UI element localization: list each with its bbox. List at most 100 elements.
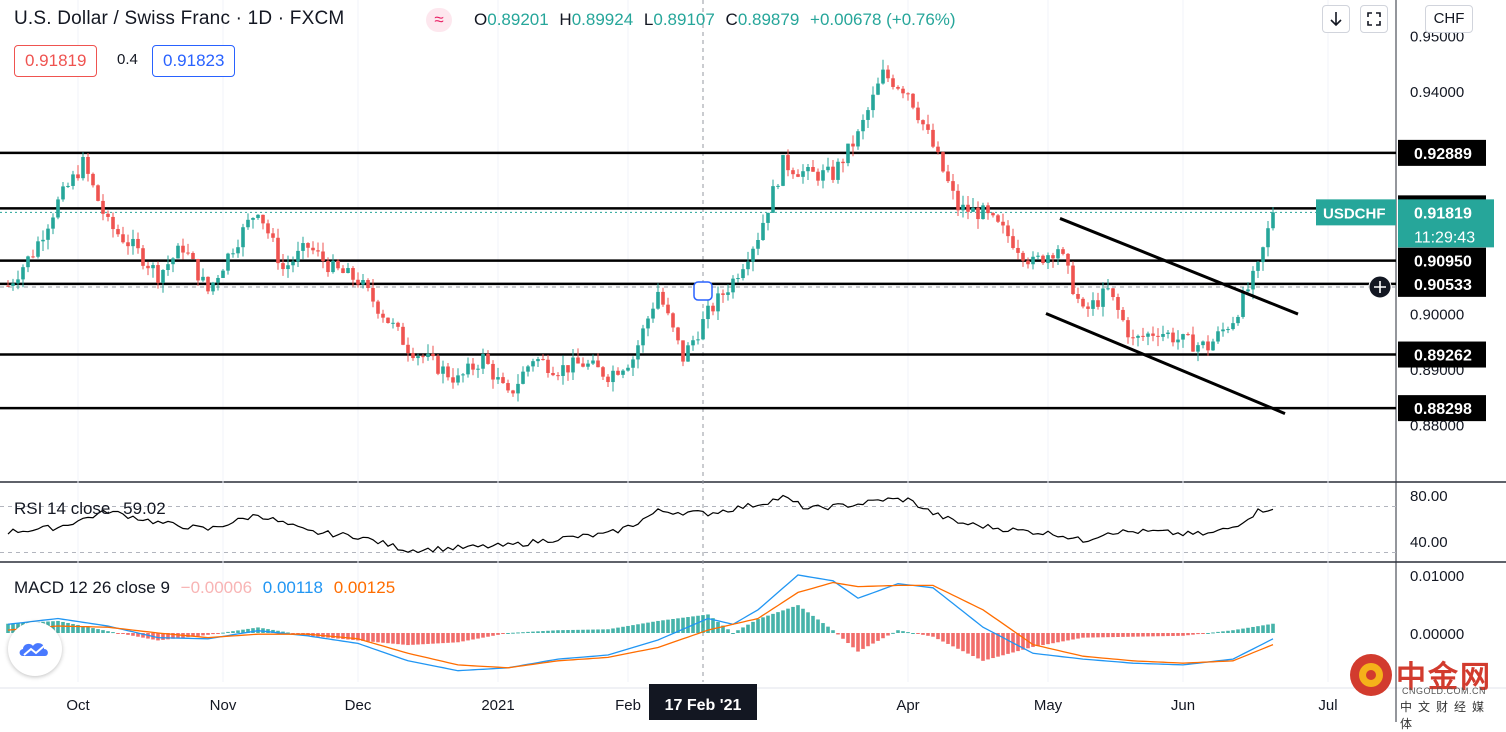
candle[interactable] <box>1101 282 1105 317</box>
candle[interactable] <box>1216 326 1220 344</box>
candle[interactable] <box>481 348 485 374</box>
candle[interactable] <box>656 283 660 310</box>
fullscreen-button[interactable] <box>1360 5 1388 33</box>
candle[interactable] <box>231 248 235 258</box>
candle[interactable] <box>616 367 620 376</box>
candle[interactable] <box>871 86 875 118</box>
candle[interactable] <box>361 274 365 289</box>
candle[interactable] <box>1171 327 1175 347</box>
candle[interactable] <box>76 165 80 181</box>
candle[interactable] <box>1076 287 1080 304</box>
candle[interactable] <box>351 266 355 287</box>
candle[interactable] <box>261 214 265 230</box>
candle[interactable] <box>56 196 60 220</box>
candle[interactable] <box>181 238 185 260</box>
candle[interactable] <box>126 234 130 255</box>
candle[interactable] <box>206 276 210 295</box>
candle[interactable] <box>516 374 520 402</box>
candle[interactable] <box>521 366 525 385</box>
candle[interactable] <box>1226 326 1230 334</box>
candle[interactable] <box>766 212 770 231</box>
candle[interactable] <box>1256 260 1260 278</box>
candle[interactable] <box>561 355 565 385</box>
candle[interactable] <box>891 74 895 90</box>
candle[interactable] <box>841 158 845 173</box>
candle[interactable] <box>1146 331 1150 346</box>
candle[interactable] <box>706 297 710 329</box>
buy-button[interactable]: 0.91823 <box>152 45 236 77</box>
candle[interactable] <box>531 358 535 372</box>
crosshair-marker[interactable] <box>693 281 713 301</box>
candle[interactable] <box>81 152 85 181</box>
candle[interactable] <box>581 357 585 368</box>
candle[interactable] <box>456 368 460 386</box>
candle[interactable] <box>451 368 455 389</box>
candle[interactable] <box>371 279 375 308</box>
candle[interactable] <box>1096 292 1100 310</box>
candle[interactable] <box>696 331 700 345</box>
candle[interactable] <box>426 344 430 361</box>
candle[interactable] <box>241 223 245 257</box>
candle[interactable] <box>1181 333 1185 348</box>
candle[interactable] <box>396 321 400 331</box>
candle[interactable] <box>691 335 695 351</box>
candle[interactable] <box>676 326 680 345</box>
candle[interactable] <box>306 242 310 258</box>
candle[interactable] <box>1156 328 1160 347</box>
candle[interactable] <box>966 196 970 220</box>
candle[interactable] <box>1246 282 1250 295</box>
candle[interactable] <box>1191 326 1195 352</box>
candle[interactable] <box>861 114 865 140</box>
candle[interactable] <box>146 261 150 276</box>
candle[interactable] <box>866 107 870 129</box>
candle[interactable] <box>266 219 270 239</box>
candle[interactable] <box>636 340 640 369</box>
candle[interactable] <box>1121 307 1125 322</box>
candle[interactable] <box>366 278 370 292</box>
candle[interactable] <box>566 365 570 381</box>
candle[interactable] <box>176 243 180 259</box>
candle[interactable] <box>191 251 195 260</box>
candle[interactable] <box>906 92 910 101</box>
candle[interactable] <box>1001 213 1005 234</box>
candle[interactable] <box>756 232 760 256</box>
candle[interactable] <box>421 353 425 364</box>
candle[interactable] <box>161 269 165 293</box>
candle[interactable] <box>1266 220 1270 257</box>
candle[interactable] <box>896 85 900 91</box>
candle[interactable] <box>1056 245 1060 265</box>
candle[interactable] <box>1091 292 1095 316</box>
candle[interactable] <box>856 129 860 150</box>
candle[interactable] <box>586 359 590 370</box>
candle[interactable] <box>411 347 415 361</box>
candle[interactable] <box>601 365 605 380</box>
candle[interactable] <box>1141 327 1145 341</box>
candle[interactable] <box>221 268 225 278</box>
candle[interactable] <box>166 255 170 276</box>
candle[interactable] <box>1016 239 1020 260</box>
candle[interactable] <box>556 372 560 381</box>
candle[interactable] <box>321 242 325 269</box>
candle[interactable] <box>786 149 790 177</box>
candle[interactable] <box>466 357 470 378</box>
candle[interactable] <box>246 213 250 230</box>
candle[interactable] <box>356 272 360 288</box>
candle[interactable] <box>51 213 55 235</box>
candle[interactable] <box>951 173 955 200</box>
candle[interactable] <box>121 226 125 244</box>
candle[interactable] <box>991 212 995 218</box>
candle[interactable] <box>986 202 990 220</box>
candle[interactable] <box>826 157 830 173</box>
candle[interactable] <box>1061 247 1065 256</box>
candle[interactable] <box>536 356 540 368</box>
candle[interactable] <box>156 261 160 289</box>
candle[interactable] <box>726 284 730 301</box>
candle[interactable] <box>711 302 715 316</box>
candle[interactable] <box>186 243 190 256</box>
candle[interactable] <box>1161 325 1165 342</box>
candle[interactable] <box>851 135 855 157</box>
candle[interactable] <box>31 249 35 259</box>
candle[interactable] <box>386 317 390 324</box>
candle[interactable] <box>901 85 905 99</box>
